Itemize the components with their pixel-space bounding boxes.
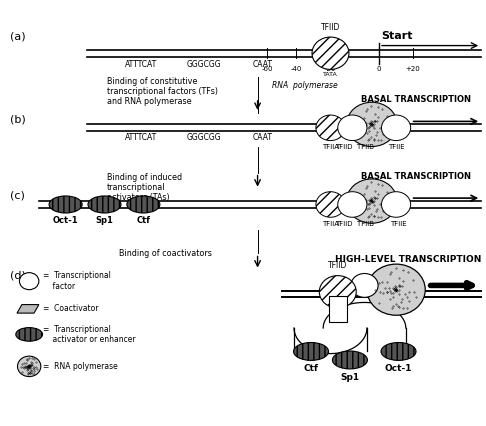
Circle shape	[347, 102, 397, 147]
Text: (c): (c)	[10, 191, 25, 201]
Text: TFIIE: TFIIE	[388, 144, 404, 150]
Text: BASAL TRANSCRIPTION: BASAL TRANSCRIPTION	[362, 95, 471, 104]
Text: Ctf: Ctf	[137, 216, 150, 225]
Circle shape	[316, 115, 345, 141]
Text: GGGCGG: GGGCGG	[187, 60, 222, 69]
Text: Binding of constitutive
transcriptional factors (TFs)
and RNA polymerase: Binding of constitutive transcriptional …	[107, 77, 218, 106]
Text: (b): (b)	[10, 114, 25, 124]
Text: TFIIA: TFIIA	[322, 221, 339, 227]
Circle shape	[351, 273, 378, 297]
Text: BASAL TRANSCRIPTION: BASAL TRANSCRIPTION	[362, 172, 471, 181]
Text: ATTTCAT: ATTTCAT	[125, 60, 157, 69]
Text: HIGH-LEVEL TRANSCRIPTION: HIGH-LEVEL TRANSCRIPTION	[335, 255, 481, 264]
Text: TFIID  TFIIB: TFIID TFIIB	[335, 221, 374, 227]
Text: Ctf: Ctf	[304, 364, 318, 373]
Ellipse shape	[381, 343, 416, 360]
Circle shape	[367, 264, 425, 315]
Text: Sp1: Sp1	[340, 373, 360, 382]
Text: ATTTCAT: ATTTCAT	[125, 133, 157, 142]
Text: Oct-1: Oct-1	[385, 364, 412, 373]
Text: =  RNA polymerase: = RNA polymerase	[43, 362, 118, 371]
Ellipse shape	[88, 196, 121, 213]
Text: Sp1: Sp1	[96, 216, 113, 225]
Text: RNA  polymerase: RNA polymerase	[272, 81, 338, 90]
Circle shape	[338, 192, 367, 217]
Text: TFIIA: TFIIA	[322, 144, 339, 150]
Text: +20: +20	[406, 66, 420, 72]
Text: 0: 0	[377, 66, 382, 72]
Text: TFIID: TFIID	[328, 261, 347, 270]
Text: CAAT: CAAT	[252, 60, 273, 69]
Text: -40: -40	[291, 66, 302, 72]
Circle shape	[382, 192, 411, 217]
Text: -20: -20	[325, 66, 336, 72]
Circle shape	[319, 276, 356, 308]
Text: (d): (d)	[10, 271, 26, 280]
Text: Start: Start	[382, 32, 413, 41]
Text: -60: -60	[261, 66, 273, 72]
Text: (a): (a)	[10, 31, 25, 41]
Text: =  Transcriptional
    factor: = Transcriptional factor	[43, 271, 111, 291]
Text: CAAT: CAAT	[252, 133, 273, 142]
Polygon shape	[17, 305, 39, 313]
Text: Binding of coactivators: Binding of coactivators	[119, 249, 212, 258]
Text: Oct-1: Oct-1	[53, 216, 78, 225]
Ellipse shape	[49, 196, 82, 213]
Text: TATA: TATA	[323, 72, 338, 77]
Ellipse shape	[294, 343, 329, 360]
Text: TFIIE: TFIIE	[390, 221, 407, 227]
Circle shape	[312, 37, 349, 69]
Ellipse shape	[127, 196, 160, 213]
Text: =  Transcriptional
    activator or enhancer: = Transcriptional activator or enhancer	[43, 325, 136, 344]
Text: TFIID: TFIID	[321, 23, 340, 32]
Circle shape	[347, 179, 397, 223]
Circle shape	[316, 192, 345, 217]
Ellipse shape	[16, 328, 43, 341]
Bar	[329, 296, 347, 322]
Circle shape	[382, 115, 411, 141]
Circle shape	[19, 273, 39, 290]
Text: GGGCGG: GGGCGG	[187, 133, 222, 142]
Text: TFIID  TFIIB: TFIID TFIIB	[335, 144, 374, 150]
Text: =  Coactivator: = Coactivator	[43, 304, 98, 314]
Circle shape	[17, 356, 41, 377]
Circle shape	[338, 115, 367, 141]
Text: Binding of induced
transcriptional
activators (TAs): Binding of induced transcriptional activ…	[107, 173, 182, 202]
Ellipse shape	[332, 351, 367, 369]
